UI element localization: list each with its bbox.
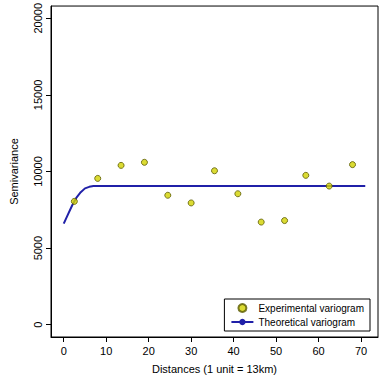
svg-text:30: 30	[185, 345, 197, 357]
svg-text:Experimental variogram: Experimental variogram	[258, 303, 364, 314]
svg-text:10: 10	[100, 345, 112, 357]
svg-text:60: 60	[312, 345, 324, 357]
svg-text:0: 0	[61, 345, 67, 357]
svg-text:15000: 15000	[32, 80, 44, 111]
svg-text:20: 20	[143, 345, 155, 357]
svg-text:50: 50	[270, 345, 282, 357]
svg-text:0: 0	[32, 322, 44, 328]
svg-text:70: 70	[355, 345, 367, 357]
svg-text:20000: 20000	[32, 3, 44, 34]
svg-text:Semivariance: Semivariance	[8, 138, 20, 205]
svg-text:5000: 5000	[32, 236, 44, 260]
svg-text:Theoretical variogram: Theoretical variogram	[258, 317, 355, 328]
svg-text:40: 40	[227, 345, 239, 357]
svg-text:10000: 10000	[32, 156, 44, 187]
svg-text:Distances (1 unit = 13km): Distances (1 unit = 13km)	[152, 363, 277, 375]
